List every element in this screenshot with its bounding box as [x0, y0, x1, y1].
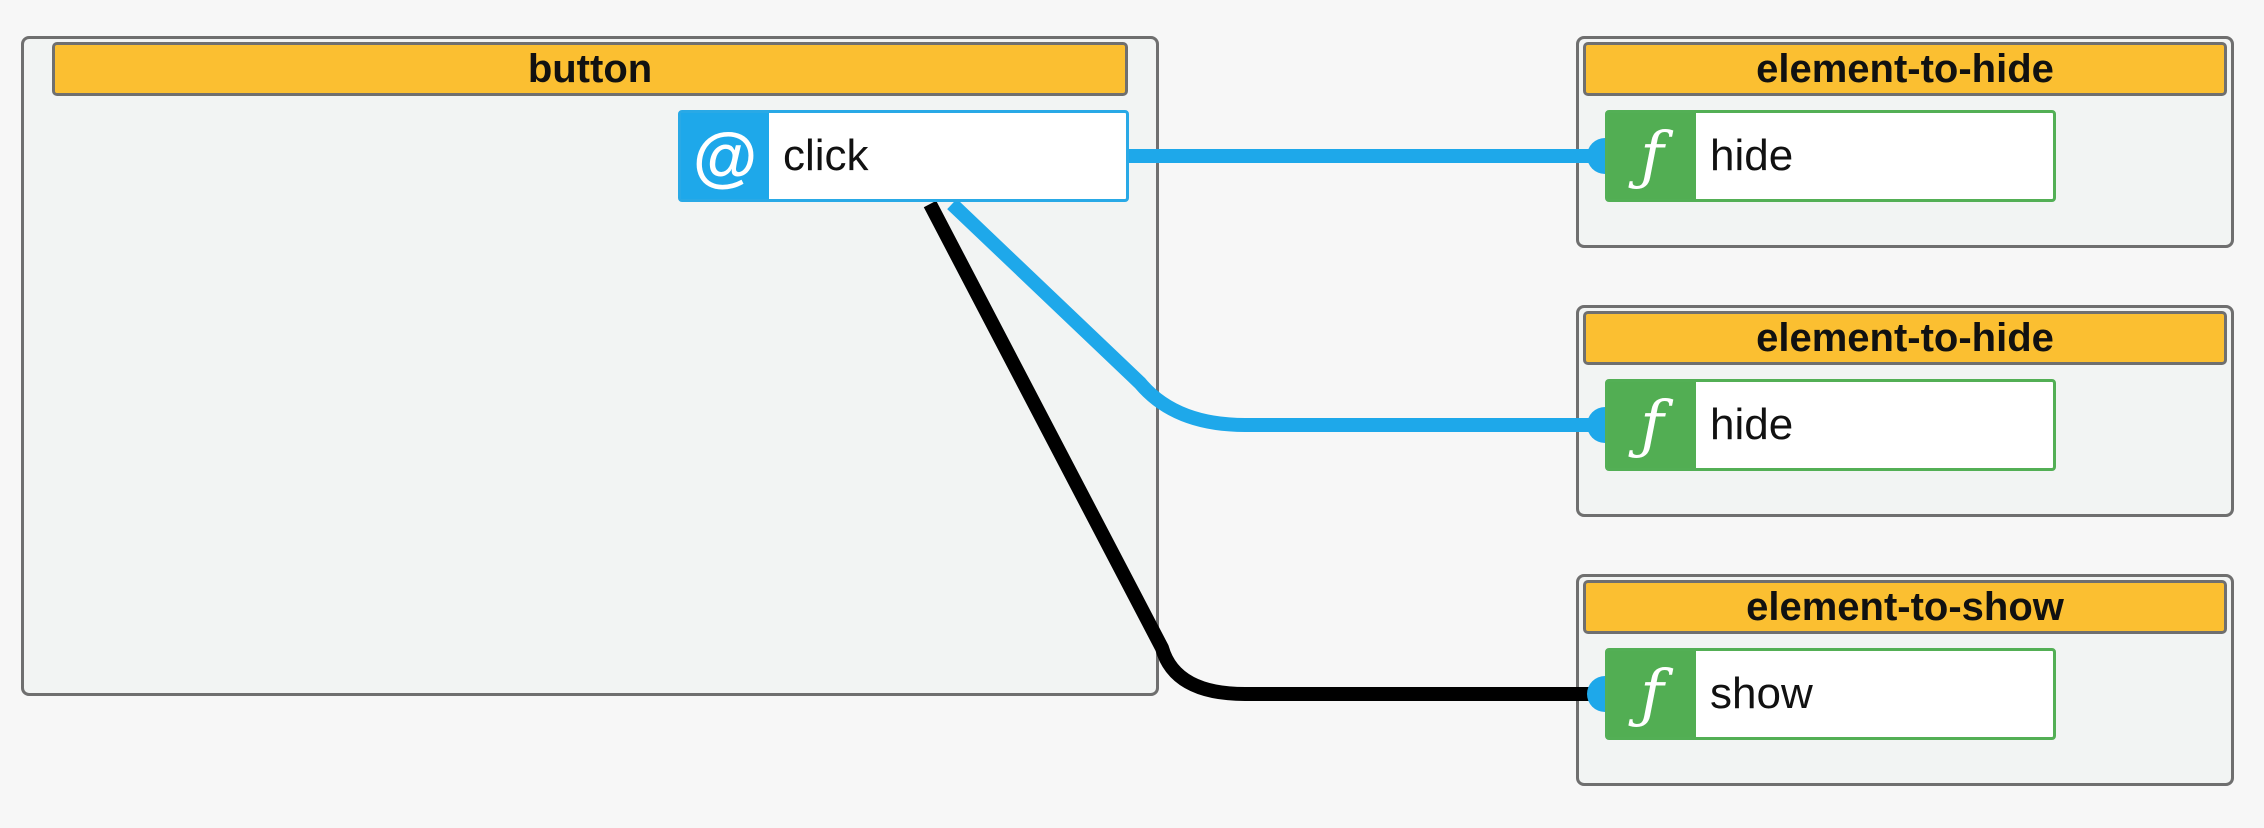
port-hide-function-1[interactable]: ƒ hide — [1605, 110, 2056, 202]
port-label: hide — [1710, 131, 1794, 180]
node-title: element-to-show — [1583, 580, 2227, 634]
wire-click-to-hide-2[interactable] — [947, 198, 1600, 432]
function-icon: ƒ — [1608, 113, 1696, 199]
port-label: hide — [1710, 400, 1794, 449]
port-label: show — [1710, 669, 1813, 718]
port-hide-function-2[interactable]: ƒ hide — [1605, 379, 2056, 471]
port-click-event[interactable]: @ click — [678, 110, 1129, 202]
port-label: click — [783, 131, 869, 180]
node-title: element-to-hide — [1583, 311, 2227, 365]
function-icon: ƒ — [1608, 382, 1696, 468]
function-icon: ƒ — [1608, 651, 1696, 737]
node-title: element-to-hide — [1583, 42, 2227, 96]
node-title: button — [52, 42, 1128, 96]
wire-click-to-show[interactable] — [923, 200, 1600, 701]
at-icon: @ — [681, 113, 769, 199]
port-show-function[interactable]: ƒ show — [1605, 648, 2056, 740]
